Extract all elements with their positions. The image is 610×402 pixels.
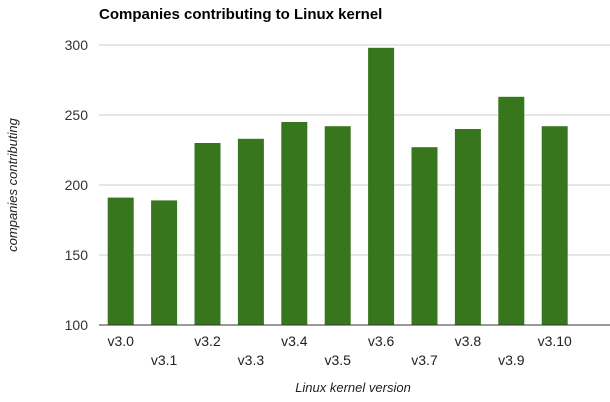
bar-v3.1 [151,200,178,325]
y-tick-label: 250 [65,107,89,123]
x-tick-label: v3.2 [194,333,221,349]
bar-v3.10 [541,126,568,325]
x-tick-label: v3.4 [281,333,308,349]
x-tick-label: v3.9 [498,352,525,368]
x-tick-label: v3.3 [238,352,265,368]
x-tick-label: v3.6 [368,333,395,349]
x-axis-label: Linux kernel version [295,380,411,395]
x-tick-label: v3.8 [455,333,482,349]
x-tick-label: v3.1 [151,352,178,368]
x-tick-label: v3.0 [107,333,134,349]
y-tick-label: 150 [65,247,89,263]
y-axis-label: companies contributing [5,117,20,251]
bar-v3.3 [237,138,264,325]
bar-v3.0 [107,197,134,325]
x-tick-label: v3.10 [538,333,572,349]
bar-v3.7 [411,147,438,325]
x-tick-label: v3.7 [411,352,438,368]
bar-v3.9 [498,96,525,325]
chart-title: Companies contributing to Linux kernel [99,6,382,23]
bar-v3.2 [194,143,221,325]
bar-v3.4 [281,122,308,325]
y-tick-label: 100 [65,317,89,333]
bar-v3.6 [368,47,395,326]
x-tick-label: v3.5 [324,352,351,368]
y-tick-label: 300 [65,37,89,53]
bar-v3.8 [454,129,481,325]
bar-v3.5 [324,126,351,325]
y-tick-label: 200 [65,177,89,193]
